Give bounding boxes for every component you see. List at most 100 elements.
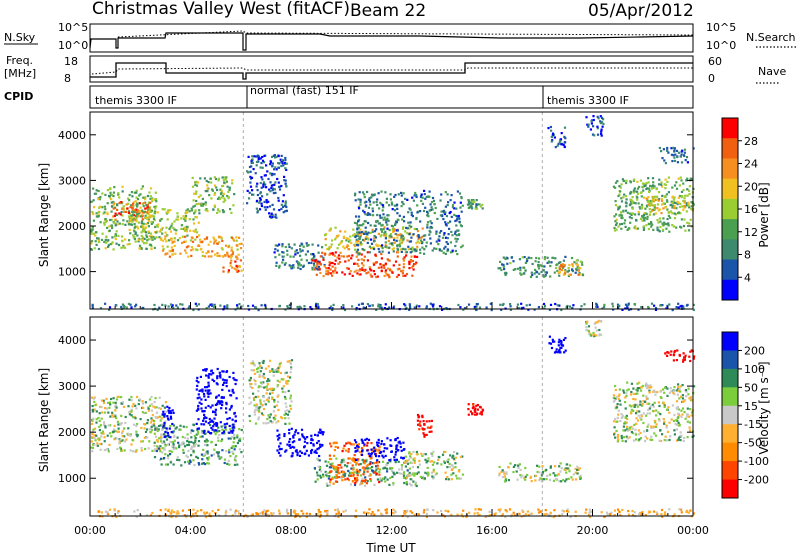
data-point — [187, 307, 190, 310]
data-point — [408, 267, 411, 270]
data-point — [666, 149, 669, 152]
data-point — [423, 433, 426, 436]
data-point — [127, 211, 131, 214]
data-point — [196, 181, 200, 184]
data-point — [116, 220, 119, 223]
data-point — [500, 268, 503, 272]
data-point — [123, 305, 126, 308]
data-point — [363, 196, 366, 199]
y-tick-label: 2000 — [58, 220, 86, 233]
data-point — [481, 409, 485, 412]
data-point — [408, 303, 411, 306]
data-point — [432, 477, 435, 480]
data-point — [502, 263, 505, 266]
data-point — [654, 212, 657, 215]
data-point — [114, 237, 117, 241]
data-point — [615, 218, 618, 221]
data-point — [148, 209, 151, 212]
data-point — [621, 308, 624, 311]
data-point — [136, 435, 139, 438]
data-point — [372, 262, 375, 265]
data-point — [329, 268, 332, 271]
data-point — [599, 115, 602, 118]
data-point — [153, 449, 156, 452]
data-point — [195, 231, 199, 234]
data-point — [224, 426, 227, 429]
data-point — [145, 235, 149, 239]
data-point — [194, 211, 197, 214]
data-point — [652, 184, 655, 187]
data-point — [193, 434, 196, 438]
data-point — [386, 223, 389, 226]
data-point — [183, 445, 187, 448]
data-point — [346, 465, 349, 468]
data-point — [446, 242, 449, 245]
data-point — [180, 464, 183, 467]
data-point — [618, 207, 621, 210]
data-point — [186, 433, 189, 436]
data-point — [404, 304, 407, 307]
data-point — [386, 437, 389, 440]
data-point — [91, 408, 94, 411]
data-point — [364, 438, 367, 441]
data-point — [665, 199, 669, 202]
data-point — [524, 478, 527, 481]
data-point — [320, 470, 323, 473]
data-point — [614, 436, 617, 439]
data-point — [405, 476, 408, 479]
data-point — [121, 214, 124, 217]
data-point — [190, 249, 193, 252]
data-point — [284, 245, 287, 249]
data-point — [262, 185, 265, 188]
data-point — [658, 404, 661, 408]
data-point — [670, 153, 673, 156]
data-point — [265, 385, 268, 388]
data-point — [370, 196, 373, 199]
data-point — [675, 419, 678, 422]
data-point — [146, 428, 149, 431]
data-point — [354, 482, 357, 485]
data-point — [127, 433, 130, 436]
data-point — [284, 156, 287, 160]
data-point — [265, 201, 268, 204]
data-point — [253, 398, 256, 401]
data-point — [259, 192, 262, 195]
data-point — [546, 474, 549, 477]
data-point — [103, 440, 106, 443]
data-point — [334, 266, 337, 269]
data-point — [111, 413, 114, 417]
data-point — [207, 458, 210, 461]
data-point — [205, 252, 208, 255]
data-point — [596, 127, 599, 130]
data-point — [403, 220, 406, 223]
data-point — [166, 405, 169, 408]
data-point — [125, 203, 128, 206]
data-point — [190, 454, 193, 457]
data-point — [276, 385, 279, 388]
data-point — [647, 187, 651, 190]
data-point — [266, 170, 269, 173]
data-point — [299, 244, 302, 247]
data-point — [143, 210, 146, 214]
data-point — [164, 237, 167, 241]
data-point — [630, 425, 633, 428]
data-point — [95, 418, 98, 421]
data-point — [525, 260, 529, 263]
data-point — [389, 193, 392, 196]
data-point — [421, 246, 424, 249]
data-point — [189, 459, 192, 462]
data-point — [120, 396, 123, 399]
data-point — [259, 400, 262, 403]
data-point — [250, 382, 253, 386]
data-point — [128, 398, 131, 401]
data-point — [522, 272, 525, 275]
data-point — [141, 240, 144, 243]
data-point — [104, 407, 107, 410]
data-point — [298, 305, 301, 308]
data-point — [534, 474, 537, 477]
data-point — [113, 202, 116, 205]
data-point — [376, 478, 379, 481]
data-point — [184, 240, 187, 243]
data-point — [127, 221, 130, 225]
data-point — [135, 196, 138, 199]
